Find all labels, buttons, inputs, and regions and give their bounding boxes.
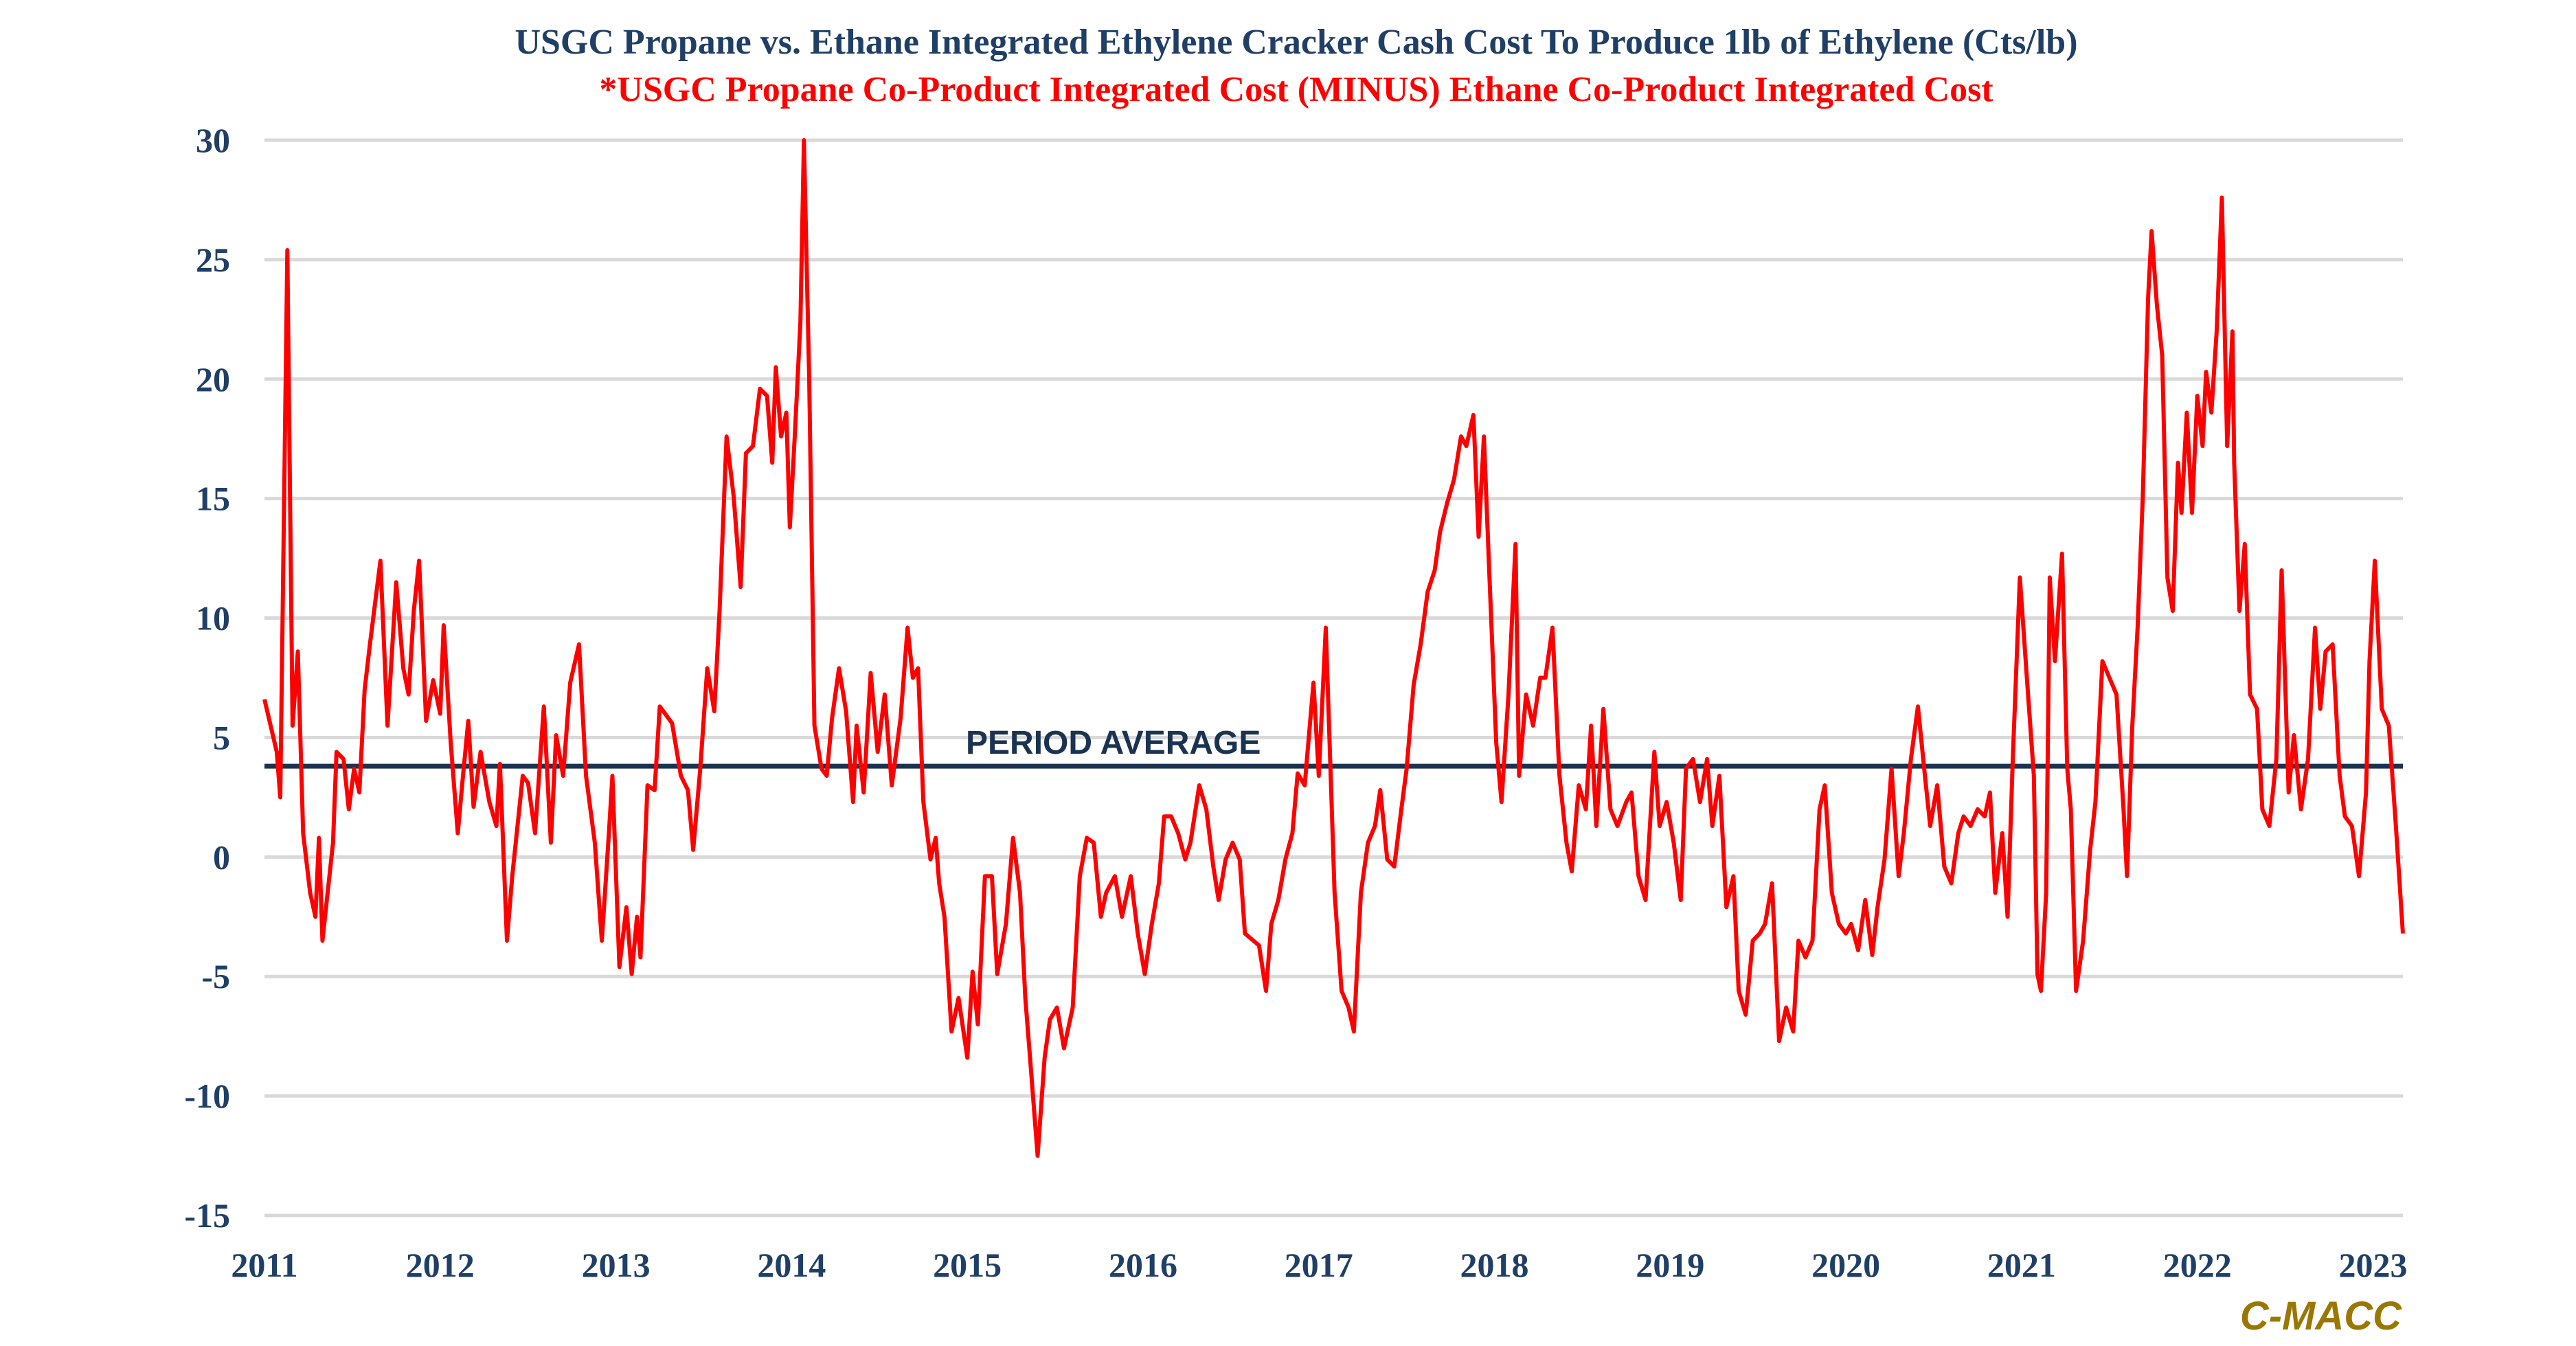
gridlines	[264, 138, 2403, 1218]
x-tick-label: 2017	[1285, 1246, 1353, 1284]
x-tick-label: 2019	[1636, 1246, 1704, 1284]
series-line	[262, 138, 2405, 1158]
x-tick-label: 2014	[757, 1246, 826, 1284]
x-tick-label: 2021	[1987, 1246, 2056, 1284]
y-tick-label: 20	[196, 360, 230, 399]
y-tick-label: 5	[213, 718, 230, 756]
y-tick-label: 0	[213, 838, 230, 876]
y-tick-label: 10	[196, 599, 230, 638]
x-tick-label: 2020	[1811, 1246, 1880, 1284]
y-tick-label: 30	[196, 121, 230, 159]
x-tick-label: 2015	[933, 1246, 1002, 1284]
x-tick-label: 2018	[1460, 1246, 1529, 1284]
chart-title: USGC Propane vs. Ethane Integrated Ethyl…	[515, 23, 2077, 62]
chart-subtitle: *USGC Propane Co-Product Integrated Cost…	[599, 70, 1993, 109]
x-tick-label: 2023	[2339, 1246, 2408, 1284]
x-tick-label: 2013	[582, 1246, 651, 1284]
x-tick-label: 2016	[1109, 1246, 1177, 1284]
y-tick-label: -10	[184, 1077, 230, 1115]
x-tick-label: 2012	[406, 1246, 475, 1284]
y-tick-label: 15	[196, 480, 230, 518]
x-axis-ticks: 2011 2012 2013 2014 2015 2016 2017 2018 2019 2020…	[231, 1246, 2407, 1284]
y-tick-label: -5	[201, 957, 230, 996]
x-tick-label: 2022	[2163, 1246, 2232, 1284]
y-tick-label: 25	[196, 240, 230, 279]
c-macc-logo: C-MACC	[2240, 1294, 2402, 1338]
y-tick-label: -15	[184, 1196, 230, 1235]
y-axis-ticks: 30 25 20 15 10 5 0 -5 -10 -15	[184, 121, 230, 1235]
period-average-label: PERIOD AVERAGE	[966, 725, 1261, 761]
x-tick-label: 2011	[231, 1246, 297, 1284]
